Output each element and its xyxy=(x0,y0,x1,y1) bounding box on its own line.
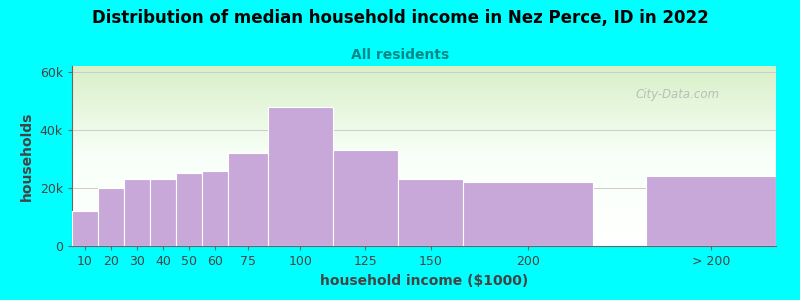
Bar xyxy=(72,211,98,246)
Bar xyxy=(124,179,150,246)
Text: Distribution of median household income in Nez Perce, ID in 2022: Distribution of median household income … xyxy=(92,9,708,27)
Bar xyxy=(398,179,463,246)
Bar xyxy=(646,176,776,246)
Y-axis label: households: households xyxy=(20,111,34,201)
Bar xyxy=(98,188,124,246)
Bar xyxy=(202,170,229,246)
X-axis label: household income ($1000): household income ($1000) xyxy=(320,274,528,288)
Bar xyxy=(176,173,202,246)
Text: All residents: All residents xyxy=(351,48,449,62)
Bar xyxy=(333,150,398,246)
Bar xyxy=(463,182,594,246)
Text: City-Data.com: City-Data.com xyxy=(635,88,719,100)
Bar xyxy=(150,179,176,246)
Bar xyxy=(267,106,333,246)
Bar xyxy=(229,153,267,246)
